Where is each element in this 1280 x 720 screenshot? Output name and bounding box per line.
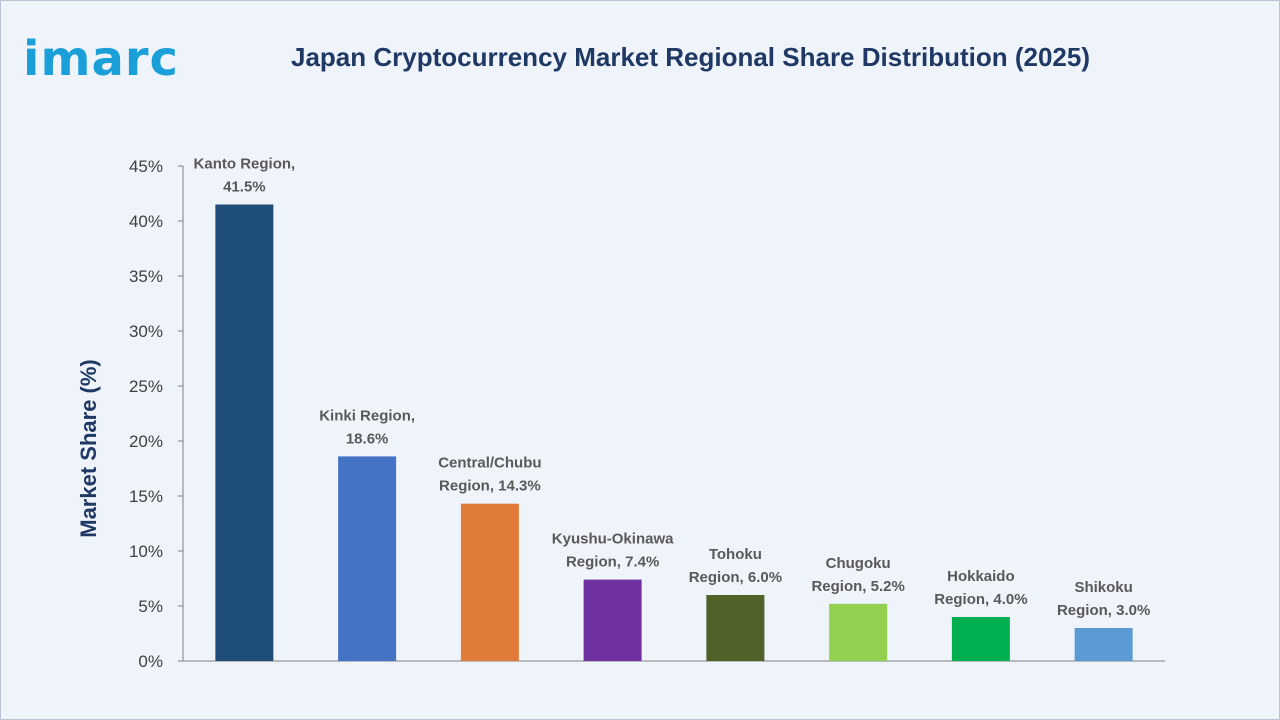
data-label-line: Region, 5.2% [811, 578, 904, 595]
bar [829, 603, 888, 661]
y-tick-label: 45% [129, 157, 163, 176]
data-label-line: Tohoku [709, 546, 762, 563]
y-tick-label: 30% [129, 322, 163, 341]
y-axis-title: Market Share (%) [76, 359, 101, 538]
data-label: Kanto Region, 41.5% [194, 156, 296, 196]
data-label-line: Kanto Region, [194, 156, 296, 173]
y-tick-label: 35% [129, 267, 163, 286]
bar [215, 204, 274, 661]
data-label: Central/Chubu Region, 14.3% [438, 455, 541, 495]
y-tick-label: 40% [129, 212, 163, 231]
bar [583, 579, 642, 661]
bar [460, 503, 519, 661]
data-label: Kyushu-Okinawa Region, 7.4% [552, 531, 674, 571]
data-label-line: 41.5% [223, 179, 266, 196]
data-label-line: Region, 4.0% [934, 591, 1027, 608]
data-label: Kinki Region, 18.6% [319, 407, 415, 447]
logo-text: imarc [23, 31, 179, 87]
y-tick-label: 10% [129, 542, 163, 561]
y-tick-label: 25% [129, 377, 163, 396]
data-label-line: Hokkaido [947, 568, 1015, 585]
data-label-line: Region, 3.0% [1057, 602, 1150, 619]
data-label-line: 18.6% [346, 430, 389, 447]
data-label: Tohoku Region, 6.0% [689, 546, 782, 586]
chart-title: Japan Cryptocurrency Market Regional Sha… [291, 42, 1090, 72]
bar [951, 617, 1010, 661]
data-label: Hokkaido Region, 4.0% [934, 568, 1027, 608]
data-label: Chugoku Region, 5.2% [811, 555, 904, 595]
data-label-line: Kinki Region, [319, 407, 415, 424]
bar [706, 595, 765, 661]
y-tick-label: 20% [129, 432, 163, 451]
y-tick-label: 15% [129, 487, 163, 506]
bar [1074, 628, 1133, 661]
bar [338, 456, 397, 661]
data-label-line: Region, 7.4% [566, 554, 659, 571]
data-label-line: Chugoku [826, 555, 891, 572]
data-label-line: Shikoku [1074, 579, 1132, 596]
data-label-line: Central/Chubu [438, 455, 541, 472]
data-label-line: Region, 14.3% [439, 478, 541, 495]
imarc-logo: imarc [23, 31, 179, 87]
data-label-line: Region, 6.0% [689, 569, 782, 586]
y-tick-label: 0% [138, 652, 163, 671]
data-label: Shikoku Region, 3.0% [1057, 579, 1150, 619]
data-label-line: Kyushu-Okinawa [552, 531, 674, 548]
y-tick-label: 5% [138, 597, 163, 616]
